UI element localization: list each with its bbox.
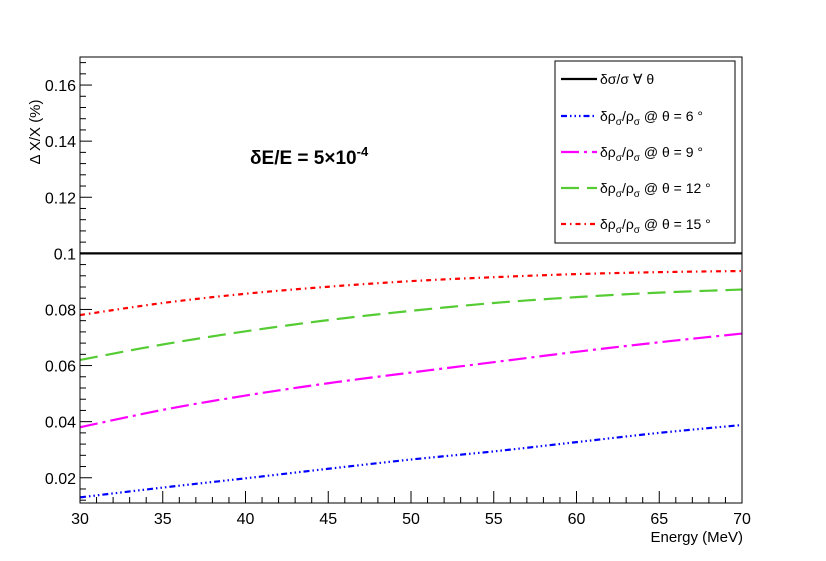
y-tick-label: 0.06 [45, 359, 76, 376]
axes: 30 35 40 45 50 55 60 65 70 0.02 0.04 0.06 0.08 0.1 0.1… [45, 56, 751, 528]
x-tick-label: 35 [154, 511, 172, 528]
x-tick-label: 30 [71, 511, 89, 528]
x-tick-label: 70 [733, 511, 751, 528]
legend-label-theta12: δρσ/ρσ @ θ = 12 ° [600, 180, 711, 200]
series-line-theta15 [79, 269, 743, 317]
x-tick-label: 45 [319, 511, 337, 528]
y-tick-label: 0.16 [45, 78, 76, 95]
x-tick-label: 50 [402, 511, 420, 528]
y-tick-label: 0.12 [45, 190, 76, 207]
x-tick-label: 60 [568, 511, 586, 528]
x-tick-label: 65 [650, 511, 668, 528]
legend-label-theta9: δρσ/ρσ @ θ = 9 ° [600, 144, 703, 164]
annotation-energy-resolution: δE/E = 5×10-4 [250, 144, 369, 169]
x-axis-title: Energy (MeV) [650, 529, 743, 546]
annotation-exponent: -4 [357, 144, 369, 159]
series-line-theta12 [79, 288, 743, 362]
y-axis-title: Δ X/X (%) [27, 99, 44, 164]
legend-label-sigma: δσ/σ ∀ θ [600, 71, 654, 87]
y-tick-label: 0.1 [54, 246, 76, 263]
legend-label-theta6: δρσ/ρσ @ θ = 6 ° [600, 108, 703, 128]
x-tick-label: 40 [237, 511, 255, 528]
series-line-theta6 [79, 423, 743, 499]
x-tick-label: 55 [485, 511, 503, 528]
y-tick-label: 0.02 [45, 471, 76, 488]
legend: δσ/σ ∀ θ δρσ/ρσ @ θ = 6 ° δρσ/ρσ @ θ = 9 °… [554, 60, 736, 244]
legend-label-theta15: δρσ/ρσ @ θ = 15 ° [600, 216, 711, 236]
y-tick-label: 0.14 [45, 134, 76, 151]
y-tick-label: 0.08 [45, 302, 76, 319]
y-tick-label: 0.04 [45, 415, 76, 432]
plot-area [79, 252, 743, 499]
series-line-theta9 [79, 332, 743, 429]
